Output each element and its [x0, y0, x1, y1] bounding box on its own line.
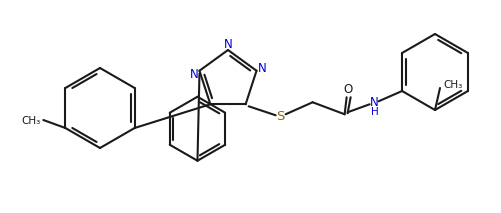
Text: N: N	[370, 96, 379, 109]
Text: H: H	[371, 107, 379, 117]
Text: N: N	[190, 68, 199, 81]
Text: CH₃: CH₃	[21, 116, 41, 126]
Text: N: N	[223, 37, 232, 50]
Text: O: O	[343, 83, 352, 96]
Text: N: N	[258, 62, 267, 75]
Text: S: S	[277, 110, 285, 123]
Text: CH₃: CH₃	[443, 80, 462, 90]
